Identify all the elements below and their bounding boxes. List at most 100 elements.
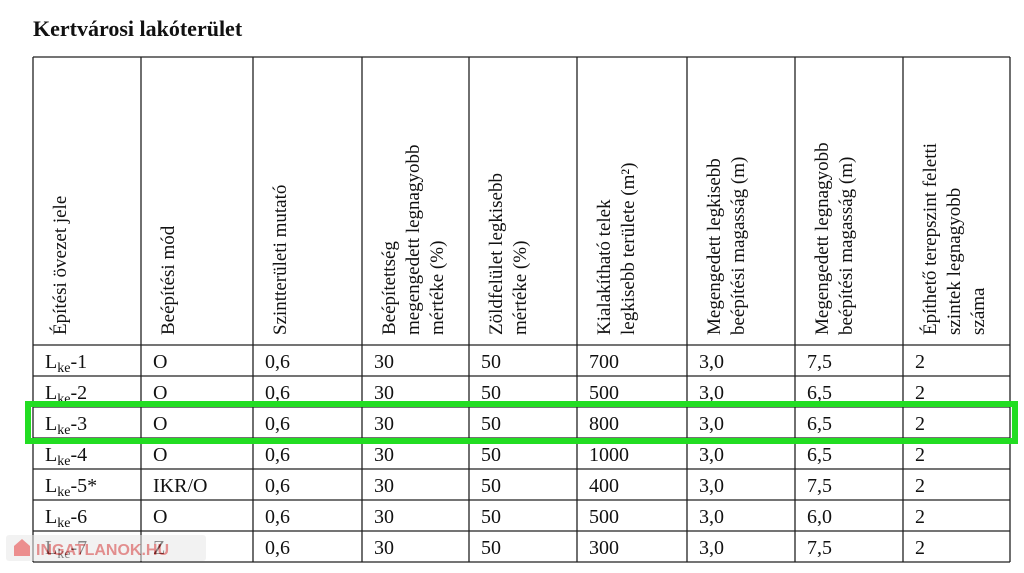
column-header: Beépítettség <box>379 241 400 335</box>
zone-suffix: -6 <box>70 506 87 528</box>
column-header: Építhető terepszint feletti <box>919 143 941 335</box>
cell: 500 <box>589 382 619 404</box>
watermark-text: INGATLANOK.HU <box>36 542 169 559</box>
zone-suffix: -5* <box>70 475 97 497</box>
zone-code: Lke-3 <box>45 413 87 438</box>
zone-sub: ke <box>57 361 70 376</box>
cell: O <box>153 382 167 404</box>
cell: 3,0 <box>699 413 724 435</box>
cell: 30 <box>374 382 394 404</box>
cell: 30 <box>374 444 394 466</box>
cell: 30 <box>374 537 394 559</box>
column-header: megengedett legnagyobb <box>403 145 424 335</box>
title: Kertvárosi lakóterület <box>33 16 243 41</box>
cell: 30 <box>374 506 394 528</box>
cell: 2 <box>915 537 925 559</box>
zone-suffix: -1 <box>70 351 87 373</box>
zone-sub: ke <box>57 423 70 438</box>
highlight <box>25 401 1018 444</box>
zone-code: Lke-1 <box>45 351 87 376</box>
cell: 0,6 <box>265 475 290 497</box>
cell: 3,0 <box>699 382 724 404</box>
cell: 300 <box>589 537 619 559</box>
cell: 30 <box>374 475 394 497</box>
zone-sub: ke <box>57 485 70 500</box>
zone-suffix: -4 <box>70 444 87 466</box>
cell: 6,5 <box>807 413 832 435</box>
column-header: Megengedett legnagyobb <box>812 142 833 335</box>
cell: 2 <box>915 475 925 497</box>
table: Építési övezet jele Beépítési mód Szintter… <box>32 56 1011 563</box>
watermark: INGATLANOK.HU <box>6 535 206 561</box>
cell: 3,0 <box>699 444 724 466</box>
zone-suffix: -3 <box>70 413 87 435</box>
column-header: legkisebb területe (m²) <box>618 163 639 335</box>
cell: 0,6 <box>265 413 290 435</box>
zone-base: L <box>45 506 57 528</box>
zone-suffix: -2 <box>70 382 87 404</box>
cell: O <box>153 506 167 528</box>
cell: O <box>153 444 167 466</box>
zone-base: L <box>45 382 57 404</box>
column-header: mértéke (%) <box>427 241 448 335</box>
cell: 0,6 <box>265 351 290 373</box>
cell: 6,0 <box>807 506 832 528</box>
watermark-bg <box>6 535 206 561</box>
zone-base: L <box>45 444 57 466</box>
column-header: Szintterületi mutató <box>270 185 291 335</box>
zone-sub: ke <box>57 516 70 531</box>
column-header: Beépítési mód <box>158 225 179 335</box>
cell: 7,5 <box>807 475 832 497</box>
cell: 0,6 <box>265 506 290 528</box>
cell: 7,5 <box>807 351 832 373</box>
watermark-icon <box>14 539 30 556</box>
cell: 50 <box>481 475 501 497</box>
cell: 1000 <box>589 444 629 466</box>
cell: 50 <box>481 444 501 466</box>
cell: 7,5 <box>807 537 832 559</box>
zone-base: L <box>45 475 57 497</box>
cell: 3,0 <box>699 506 724 528</box>
cell: 6,5 <box>807 444 832 466</box>
zone-base: L <box>45 351 57 373</box>
cell: 800 <box>589 413 619 435</box>
column-header: száma <box>968 287 989 335</box>
cell: 2 <box>915 382 925 404</box>
cell: 2 <box>915 506 925 528</box>
zone-code: Lke-5* <box>45 475 97 500</box>
column-header: beépítési magasság (m) <box>728 157 749 335</box>
cell: 0,6 <box>265 382 290 404</box>
cell: 30 <box>374 413 394 435</box>
cell: 50 <box>481 382 501 404</box>
cell: IKR/O <box>153 475 207 497</box>
column-header: Zöldfelület legkisebb <box>486 173 507 335</box>
cell: 50 <box>481 413 501 435</box>
cell: 0,6 <box>265 444 290 466</box>
cell: 30 <box>374 351 394 373</box>
cell: O <box>153 351 167 373</box>
cell: 700 <box>589 351 619 373</box>
cell: 2 <box>915 413 925 435</box>
cell: 3,0 <box>699 537 724 559</box>
cell: 2 <box>915 351 925 373</box>
column-header: Építési övezet jele <box>49 196 71 335</box>
cell: O <box>153 413 167 435</box>
zone-code: Lke-4 <box>45 444 87 469</box>
cell: 0,6 <box>265 537 290 559</box>
zone-sub: ke <box>57 454 70 469</box>
cell: 50 <box>481 506 501 528</box>
zone-base: L <box>45 413 57 435</box>
zone-code: Lke-6 <box>45 506 87 531</box>
cell: 2 <box>915 444 925 466</box>
cell: 3,0 <box>699 351 724 373</box>
cell: 3,0 <box>699 475 724 497</box>
cell: 50 <box>481 351 501 373</box>
column-header: szintek legnagyobb <box>944 188 965 335</box>
cell: 400 <box>589 475 619 497</box>
cell: 500 <box>589 506 619 528</box>
cell: 6,5 <box>807 382 832 404</box>
column-header: Megengedett legkisebb <box>704 158 725 335</box>
column-header: Kialakítható telek <box>594 199 615 335</box>
